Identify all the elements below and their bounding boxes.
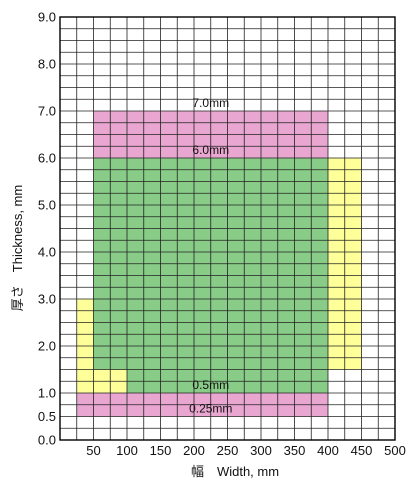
y-tick-label: 2.0 [38,339,56,354]
annotations-layer: 7.0mm 6.0mm 0.5mm 0.25mm [189,96,232,416]
region-annotation: 0.25mm [189,402,232,416]
y-tick-label: 8.0 [38,57,56,72]
y-tick-label: 3.0 [38,292,56,307]
y-tick-label: 6.0 [38,151,56,166]
x-tick-labels: 50 100 150 200 250 300 350 400 450 500 [86,443,406,458]
x-tick-label: 300 [250,443,272,458]
x-tick-label: 150 [150,443,172,458]
y-tick-label: 9.0 [38,10,56,25]
x-tick-label: 450 [351,443,373,458]
grid-layer [59,16,396,441]
x-tick-label: 500 [384,443,406,458]
y-tick-label: 1.0 [38,386,56,401]
y-tick-label: 5.0 [38,198,56,213]
x-tick-label: 350 [284,443,306,458]
region-annotation: 7.0mm [192,96,229,110]
x-tick-label: 400 [317,443,339,458]
x-tick-label: 100 [116,443,138,458]
y-axis-label: 厚さ Thickness, mm [10,185,25,311]
x-tick-label: 50 [86,443,100,458]
x-axis-label: 幅 Width, mm [191,464,279,479]
x-tick-label: 200 [183,443,205,458]
y-tick-labels: 0.0 0.5 1.0 2.0 3.0 4.0 5.0 6.0 7.0 8.0 9.0 [38,10,56,448]
x-tick-label: 250 [217,443,239,458]
y-tick-label: 0.5 [38,409,56,424]
y-tick-label: 0.0 [38,433,56,448]
region-annotation: 0.5mm [192,378,229,392]
plot-border [59,16,396,441]
y-tick-label: 7.0 [38,104,56,119]
y-tick-label: 4.0 [38,245,56,260]
region-annotation: 6.0mm [192,143,229,157]
